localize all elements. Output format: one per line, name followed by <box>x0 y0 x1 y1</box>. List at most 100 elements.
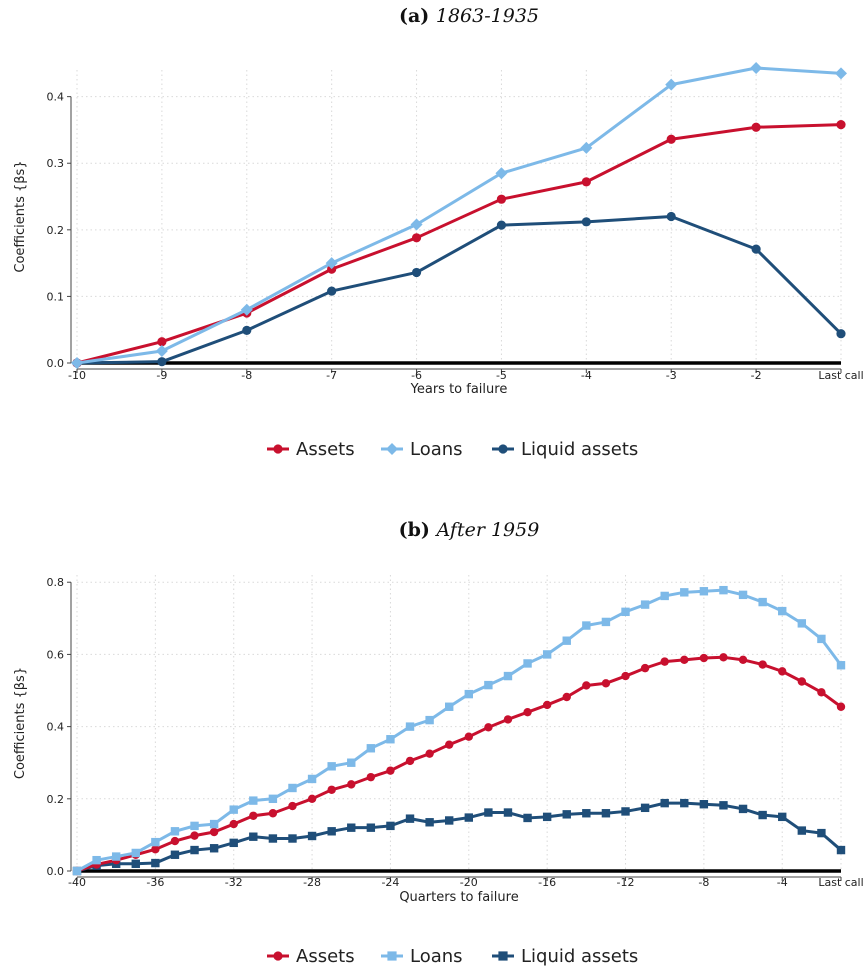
x-tick-label: -7 <box>326 369 337 382</box>
data-point <box>666 211 676 222</box>
data-point <box>405 814 415 823</box>
data-point <box>719 801 728 810</box>
legend-label: Loans <box>410 439 463 460</box>
x-tick-label: -28 <box>303 876 321 889</box>
data-point <box>92 855 101 865</box>
series-liquid-assets <box>72 211 846 368</box>
data-point <box>325 257 338 270</box>
data-point <box>131 859 140 868</box>
data-point <box>503 808 513 817</box>
data-point <box>170 836 180 846</box>
y-tick-label: 0.1 <box>47 290 65 303</box>
y-tick-label: 0.6 <box>47 648 65 661</box>
data-point <box>503 671 513 681</box>
data-point <box>835 67 847 80</box>
legend-item-loans: Loans <box>381 946 463 967</box>
data-point <box>307 831 317 841</box>
data-point <box>836 845 846 855</box>
x-tick-label: Last call <box>818 369 863 382</box>
data-point <box>249 832 258 841</box>
data-point <box>386 766 395 775</box>
data-point <box>411 267 422 278</box>
data-point <box>817 828 826 838</box>
y-tick-label: 0.8 <box>47 576 65 589</box>
data-point <box>405 756 415 766</box>
data-point <box>601 679 611 688</box>
data-point <box>719 585 728 595</box>
data-point <box>190 845 199 855</box>
x-tick-label: -6 <box>411 369 422 382</box>
legend-item-liquid-assets: Liquid assets <box>492 439 638 460</box>
data-point <box>680 588 689 597</box>
data-point <box>484 723 493 732</box>
data-point <box>582 621 591 630</box>
data-point <box>386 735 395 744</box>
data-point <box>523 707 532 717</box>
data-point <box>425 818 434 827</box>
data-point <box>665 78 678 91</box>
data-point <box>240 303 253 316</box>
data-point <box>738 590 748 600</box>
data-point <box>229 805 238 814</box>
series-line <box>76 588 843 873</box>
y-tick-label: 0.2 <box>47 224 65 237</box>
legend-marker <box>273 951 283 961</box>
data-point <box>758 597 767 607</box>
data-point <box>601 809 611 818</box>
legend-label: Assets <box>296 439 355 460</box>
data-point <box>836 661 846 670</box>
x-tick-label: -4 <box>777 876 788 889</box>
legend-marker <box>498 444 508 454</box>
x-tick-label: -3 <box>666 369 677 382</box>
data-point <box>464 813 473 822</box>
chart-title: (a) 1863-1935 <box>399 5 539 27</box>
chart-panel-b: (b) After 1959 0.0 0.2 0.4 0.6 0.8 -40 -36 -32 -2… <box>13 519 864 967</box>
data-point <box>699 800 709 809</box>
data-point <box>242 325 252 335</box>
data-point <box>758 660 767 669</box>
x-tick-label: -8 <box>698 876 709 889</box>
x-tick-label: -9 <box>156 369 167 382</box>
x-tick-label: -16 <box>538 876 556 889</box>
data-point <box>445 816 454 825</box>
data-point <box>562 636 571 645</box>
x-tick-label: -8 <box>241 369 252 382</box>
data-point <box>347 823 356 832</box>
data-point <box>738 804 748 814</box>
data-point <box>751 122 761 132</box>
data-point <box>327 286 337 296</box>
data-point <box>562 692 571 702</box>
legend: Assets Loans Liquid assets <box>267 439 638 460</box>
x-tick-label: -5 <box>496 369 507 382</box>
y-tick-label: 0.3 <box>47 157 65 170</box>
data-point <box>170 827 180 836</box>
data-point <box>699 587 709 596</box>
y-tick-label: 0.2 <box>47 793 65 806</box>
data-point <box>386 821 395 831</box>
data-point <box>719 653 728 662</box>
data-point <box>229 819 238 829</box>
data-point <box>580 141 593 154</box>
legend-marker <box>273 444 283 454</box>
data-point <box>190 831 199 840</box>
data-point <box>660 657 669 666</box>
data-point <box>640 600 650 609</box>
data-point <box>268 794 278 804</box>
data-point <box>411 233 422 243</box>
series-loans <box>72 585 846 876</box>
data-point <box>229 838 238 848</box>
data-point <box>288 783 297 793</box>
data-point <box>366 744 376 753</box>
data-point <box>484 808 493 817</box>
legend-item-assets: Assets <box>267 439 355 460</box>
y-axis-label: Coefficients {βs} <box>13 667 28 779</box>
data-point <box>366 823 376 832</box>
data-point <box>542 700 552 710</box>
series-loans <box>71 62 847 369</box>
data-point <box>640 663 650 673</box>
data-point <box>425 715 434 725</box>
data-point <box>621 607 630 617</box>
x-tick-label: -20 <box>460 876 478 889</box>
